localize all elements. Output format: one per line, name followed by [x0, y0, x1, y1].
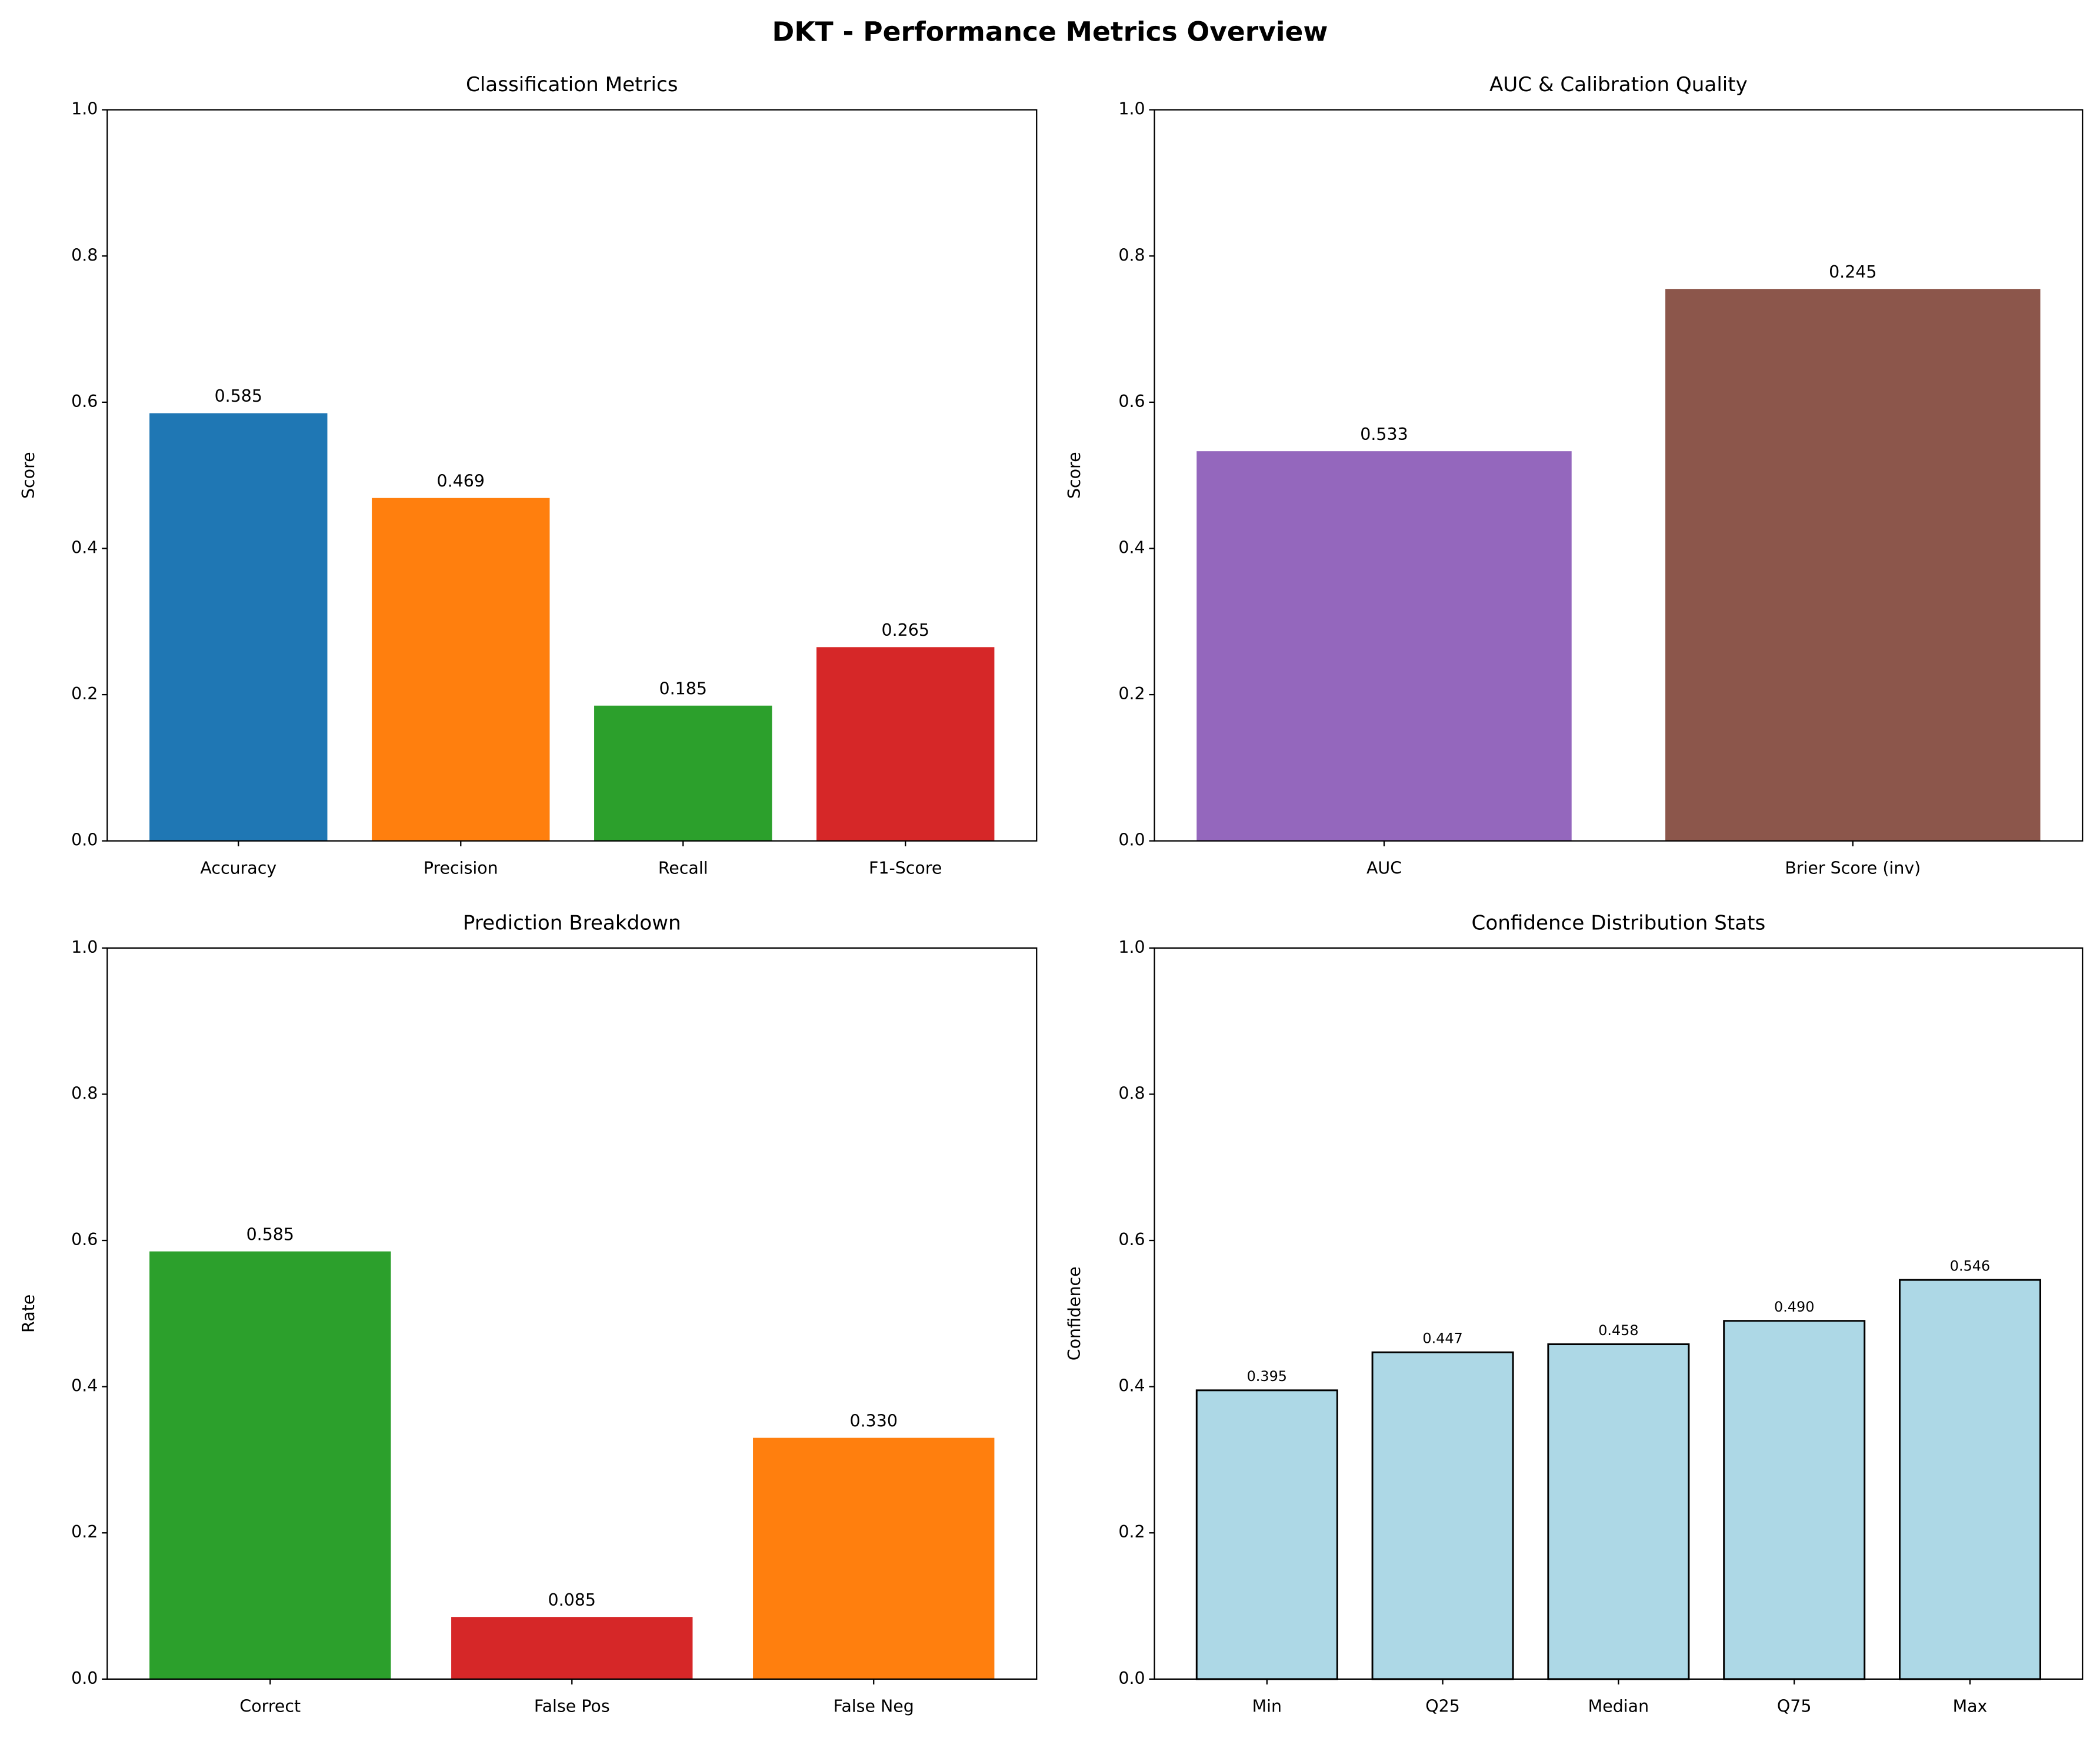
- bar: [149, 413, 328, 841]
- subplot-title: Prediction Breakdown: [463, 911, 681, 935]
- value-label: 0.585: [246, 1225, 294, 1244]
- y-axis-label: Score: [1065, 452, 1084, 499]
- value-label: 0.533: [1360, 425, 1408, 444]
- value-label: 0.585: [215, 386, 262, 406]
- y-axis-label: Rate: [19, 1295, 38, 1333]
- axes-frame: [1154, 947, 2084, 1680]
- y-tick-label: 0.0: [1118, 830, 1145, 850]
- bar: [1723, 1320, 1866, 1680]
- x-tick-label: Brier Score (inv): [1785, 859, 1921, 878]
- y-tick-label: 1.0: [71, 938, 98, 957]
- y-tick-label: 0.4: [71, 1376, 98, 1396]
- value-label: 0.330: [850, 1411, 898, 1430]
- value-label: 0.395: [1247, 1368, 1287, 1385]
- value-label: 0.185: [659, 679, 707, 698]
- y-tick-label: 0.0: [1118, 1669, 1145, 1688]
- x-tick-label: Q25: [1425, 1697, 1460, 1716]
- y-tick-label: 0.6: [1118, 1230, 1145, 1249]
- y-tick-label: 0.2: [71, 684, 98, 703]
- y-tick-label: 0.2: [71, 1522, 98, 1542]
- subplot-title: Confidence Distribution Stats: [1472, 911, 1766, 935]
- x-tick-label: Min: [1252, 1697, 1282, 1716]
- x-tick-label: F1-Score: [869, 859, 942, 878]
- axes-frame: [1154, 109, 2084, 842]
- bar: [753, 1437, 995, 1679]
- y-tick-label: 0.4: [71, 538, 98, 557]
- x-tick-label: Max: [1953, 1697, 1988, 1716]
- bar: [816, 647, 995, 841]
- bar: [1195, 1389, 1338, 1680]
- bar: [1196, 451, 1572, 841]
- y-tick-label: 0.8: [1118, 1083, 1145, 1103]
- y-axis-label: Confidence: [1065, 1266, 1084, 1360]
- value-label: 0.546: [1950, 1257, 1990, 1274]
- y-axis-label: Score: [19, 452, 38, 499]
- y-tick-label: 0.4: [1118, 1376, 1145, 1396]
- y-tick-label: 0.0: [71, 830, 98, 850]
- y-tick-label: 0.6: [71, 1230, 98, 1249]
- y-tick-label: 0.4: [1118, 538, 1145, 557]
- value-label: 0.458: [1598, 1322, 1638, 1339]
- axes-frame: [106, 947, 1038, 1680]
- value-label: 0.245: [1829, 262, 1876, 282]
- x-tick-label: Median: [1588, 1697, 1649, 1716]
- value-label: 0.447: [1422, 1330, 1462, 1346]
- y-tick-label: 0.8: [1118, 245, 1145, 265]
- y-tick-label: 1.0: [1118, 99, 1145, 119]
- y-tick-label: 1.0: [1118, 938, 1145, 957]
- bar: [1371, 1351, 1514, 1680]
- x-tick-label: Q75: [1777, 1697, 1812, 1716]
- y-tick-label: 0.2: [1118, 684, 1145, 703]
- axes-frame: [106, 109, 1038, 842]
- y-tick-label: 0.8: [71, 1083, 98, 1103]
- x-tick-label: False Neg: [834, 1697, 914, 1716]
- y-tick-label: 0.8: [71, 245, 98, 265]
- x-tick-label: Correct: [239, 1697, 301, 1716]
- x-tick-label: AUC: [1366, 859, 1402, 878]
- subplot-title: AUC & Calibration Quality: [1489, 73, 1748, 96]
- bar: [451, 1617, 693, 1679]
- figure-title: DKT - Performance Metrics Overview: [772, 16, 1328, 47]
- bar: [1899, 1279, 2042, 1680]
- bar: [1547, 1343, 1690, 1680]
- x-tick-label: Precision: [424, 859, 498, 878]
- value-label: 0.490: [1774, 1299, 1814, 1315]
- bar: [1665, 289, 2041, 841]
- x-tick-label: False Pos: [534, 1697, 610, 1716]
- x-tick-label: Accuracy: [200, 859, 276, 878]
- bar: [372, 498, 550, 841]
- x-tick-label: Recall: [658, 859, 708, 878]
- y-tick-label: 0.0: [71, 1669, 98, 1688]
- bar: [149, 1251, 391, 1679]
- y-tick-label: 0.6: [1118, 392, 1145, 411]
- value-label: 0.265: [882, 621, 929, 640]
- bar: [594, 705, 772, 841]
- y-tick-label: 0.2: [1118, 1522, 1145, 1542]
- y-tick-label: 1.0: [71, 99, 98, 119]
- subplot-title: Classification Metrics: [466, 73, 678, 96]
- value-label: 0.469: [437, 471, 485, 491]
- value-label: 0.085: [548, 1590, 596, 1610]
- y-tick-label: 0.6: [71, 392, 98, 411]
